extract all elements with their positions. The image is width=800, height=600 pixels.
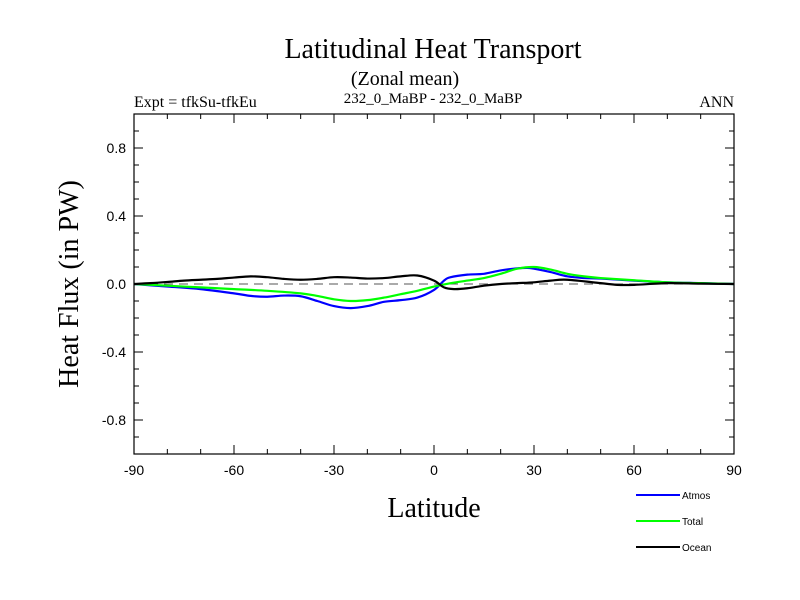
- tick-layer: -90 -60 -30 0 30 60 90 -0.8 -0.4 0.0 0.4 0.8: [102, 113, 742, 478]
- y-axis-label: Heat Flux (in PW): [54, 180, 85, 388]
- y-tick-label: -0.4: [102, 344, 126, 360]
- legend: Atmos Total Ocean: [636, 491, 711, 554]
- series-line-ocean: [133, 274, 735, 291]
- y-tick-label: 0.8: [107, 140, 127, 156]
- legend-label-atmos: Atmos: [682, 491, 710, 502]
- x-tick-label: 60: [626, 462, 642, 478]
- experiment-label: Expt = tfkSu-tfkEu: [134, 94, 257, 111]
- series-line-total: [133, 265, 735, 303]
- y-tick-label: 0.0: [107, 276, 127, 292]
- x-tick-label: -30: [324, 462, 344, 478]
- y-tick-label: 0.4: [107, 208, 127, 224]
- chart-title: Latitudinal Heat Transport: [284, 34, 581, 65]
- period-label: 232_0_MaBP - 232_0_MaBP: [344, 91, 523, 107]
- x-tick-label: 90: [726, 462, 742, 478]
- series-layer: [133, 265, 735, 310]
- season-label: ANN: [699, 94, 734, 111]
- legend-label-ocean: Ocean: [682, 543, 711, 554]
- x-tick-label: -90: [124, 462, 144, 478]
- x-tick-label: 0: [430, 462, 438, 478]
- x-axis-label: Latitude: [387, 493, 480, 524]
- chart-subtitle: (Zonal mean): [351, 68, 459, 90]
- legend-label-total: Total: [682, 517, 703, 528]
- x-tick-label: 30: [526, 462, 542, 478]
- y-tick-label: -0.8: [102, 412, 126, 428]
- x-tick-label: -60: [224, 462, 244, 478]
